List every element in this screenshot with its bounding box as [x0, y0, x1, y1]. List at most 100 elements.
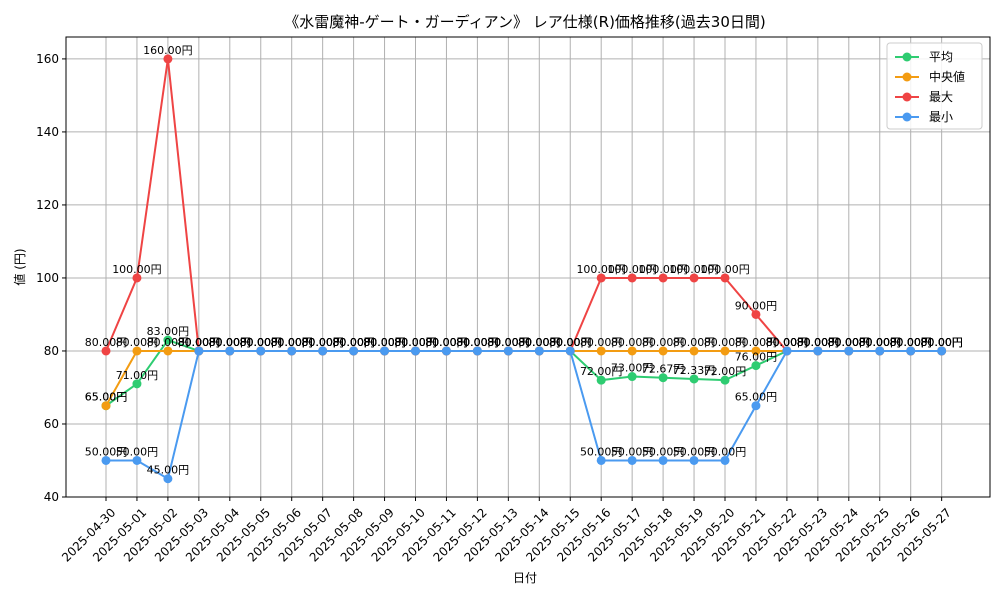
data-label: 65.00円 [735, 391, 778, 404]
data-label: 80.00円 [487, 336, 530, 349]
data-point [689, 455, 699, 465]
data-label: 72.00円 [580, 365, 623, 378]
data-point [658, 373, 668, 383]
data-label: 83.00円 [147, 325, 190, 338]
data-label: 80.00円 [518, 336, 561, 349]
data-label: 50.00円 [580, 445, 623, 458]
data-point [689, 346, 699, 356]
data-label: 80.00円 [240, 336, 283, 349]
data-point [349, 346, 359, 356]
data-point [751, 309, 761, 319]
data-label: 80.00円 [209, 336, 252, 349]
data-label: 72.67円 [642, 363, 685, 376]
data-label: 80.00円 [487, 336, 530, 349]
data-point [596, 273, 606, 283]
data-label: 73.00円 [611, 362, 654, 375]
data-label: 80.00円 [363, 336, 406, 349]
data-label: 100.00円 [638, 263, 688, 276]
data-point [596, 455, 606, 465]
data-label: 80.00円 [920, 336, 963, 349]
data-label: 80.00円 [797, 336, 840, 349]
data-point [596, 346, 606, 356]
data-point [596, 375, 606, 385]
data-label: 80.00円 [178, 336, 221, 349]
data-point [163, 54, 173, 64]
legend-swatch-marker [902, 72, 912, 82]
data-label: 80.00円 [549, 336, 592, 349]
data-point [658, 273, 668, 283]
data-point [318, 346, 328, 356]
data-label: 80.00円 [766, 336, 809, 349]
data-point [627, 273, 637, 283]
data-point [101, 455, 111, 465]
data-label: 80.00円 [797, 336, 840, 349]
data-point [132, 273, 142, 283]
data-label: 80.00円 [456, 336, 499, 349]
legend-swatch-marker [902, 112, 912, 122]
data-label: 80.00円 [828, 336, 871, 349]
data-label: 80.00円 [425, 336, 468, 349]
data-label: 80.00円 [363, 336, 406, 349]
data-label: 80.00円 [85, 336, 128, 349]
data-label: 71.00円 [116, 369, 159, 382]
data-point [844, 346, 854, 356]
data-label: 80.00円 [301, 336, 344, 349]
data-label: 80.00円 [116, 336, 159, 349]
data-label: 80.00円 [394, 336, 437, 349]
data-point [287, 346, 297, 356]
data-label: 80.00円 [209, 336, 252, 349]
y-axis-label: 値 (円) [12, 248, 27, 285]
data-label: 72.33円 [673, 364, 716, 377]
data-label: 80.00円 [859, 336, 902, 349]
data-label: 45.00円 [147, 464, 190, 477]
data-label: 80.00円 [332, 336, 375, 349]
data-label: 80.00円 [425, 336, 468, 349]
data-point [751, 401, 761, 411]
data-label: 100.00円 [576, 263, 626, 276]
data-label: 80.00円 [209, 336, 252, 349]
y-tick-label: 80 [44, 344, 59, 358]
data-label: 100.00円 [669, 263, 719, 276]
data-label: 80.00円 [859, 336, 902, 349]
data-label: 50.00円 [85, 445, 128, 458]
data-point [163, 474, 173, 484]
data-label: 80.00円 [920, 336, 963, 349]
data-label: 80.00円 [487, 336, 530, 349]
data-label: 80.00円 [270, 336, 313, 349]
data-label: 100.00円 [112, 263, 162, 276]
data-label: 80.00円 [363, 336, 406, 349]
data-label: 80.00円 [301, 336, 344, 349]
data-label: 50.00円 [704, 445, 747, 458]
chart-title: 《水雷魔神-ゲート・ガーディアン》 レア仕様(R)価格推移(過去30日間) [284, 13, 765, 31]
data-label: 80.00円 [518, 336, 561, 349]
grid [66, 37, 990, 498]
data-label: 80.00円 [425, 336, 468, 349]
data-label: 50.00円 [611, 445, 654, 458]
data-label: 80.00円 [270, 336, 313, 349]
x-axis-label: 日付 [513, 571, 537, 585]
y-tick-label: 60 [44, 417, 59, 431]
data-label: 72.00円 [704, 365, 747, 378]
data-point [503, 346, 513, 356]
data-point [441, 346, 451, 356]
data-label: 80.00円 [301, 336, 344, 349]
data-label: 80.00円 [178, 336, 221, 349]
data-label: 80.00円 [673, 336, 716, 349]
legend-label: 平均 [929, 50, 953, 64]
data-point [225, 346, 235, 356]
data-label: 80.00円 [797, 336, 840, 349]
data-label: 80.00円 [394, 336, 437, 349]
data-point [132, 379, 142, 389]
data-point [627, 346, 637, 356]
data-point [163, 335, 173, 345]
data-label: 80.00円 [704, 336, 747, 349]
data-label: 80.00円 [301, 336, 344, 349]
y-tick-label: 120 [36, 198, 59, 212]
data-label: 80.00円 [797, 336, 840, 349]
legend-swatch-marker [902, 92, 912, 102]
data-label: 80.00円 [332, 336, 375, 349]
data-label: 80.00円 [766, 336, 809, 349]
data-point [472, 346, 482, 356]
data-point [658, 455, 668, 465]
